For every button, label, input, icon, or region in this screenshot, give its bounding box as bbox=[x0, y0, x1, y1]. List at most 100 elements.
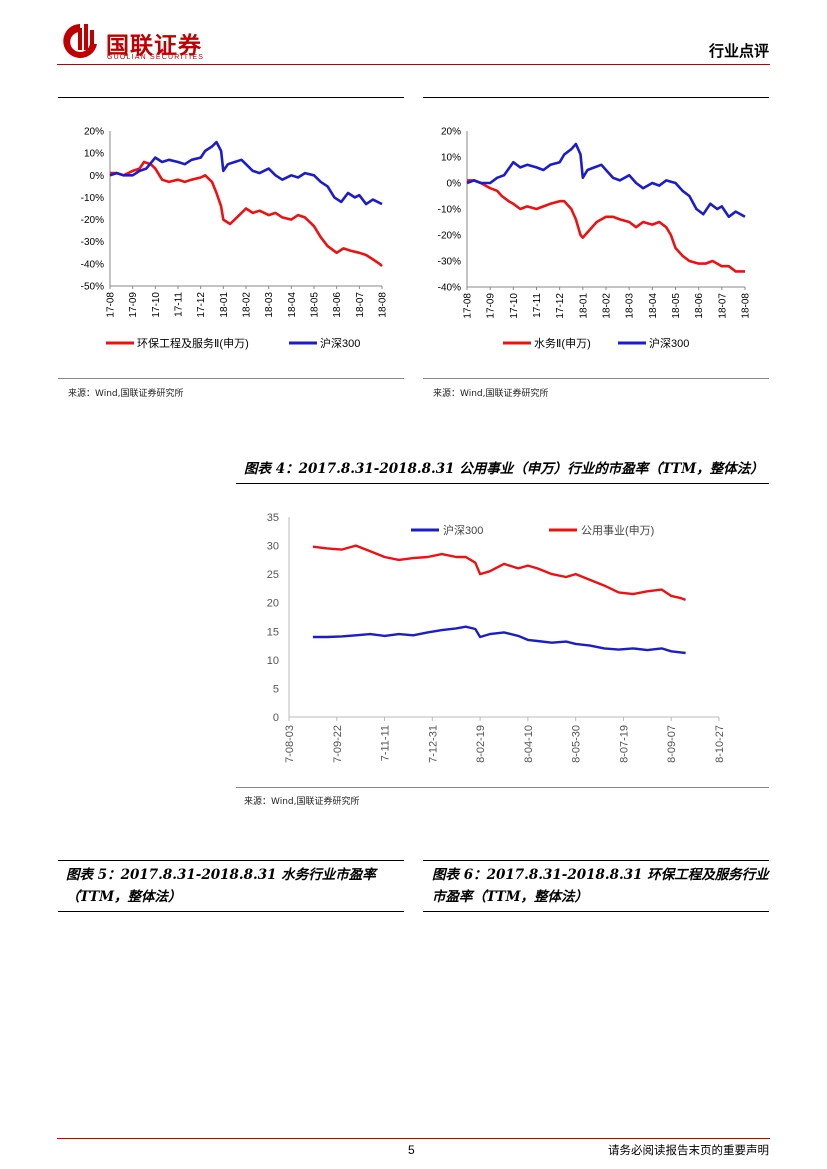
figure4-title: 图表 4：2017.8.31-2018.8.31 公用事业（申万）行业的市盈率（… bbox=[244, 461, 764, 477]
x-tick-label: 18-02 bbox=[242, 292, 253, 318]
figure6-title: 图表 6：2017.8.31-2018.8.31 环保工程及服务行业 市盈率（T… bbox=[432, 864, 770, 908]
chart1-bottom-rule bbox=[58, 378, 404, 379]
source-note-right: 来源：Wind,国联证券研究所 bbox=[433, 389, 549, 399]
series-line-hs300 bbox=[312, 625, 686, 655]
figure5-top-rule bbox=[58, 860, 404, 861]
x-tick-label: 18-07 bbox=[355, 292, 366, 318]
y-tick-label: 0% bbox=[90, 171, 105, 182]
x-tick-label: 8-04-10 bbox=[523, 725, 535, 763]
x-tick-label: 8-05-30 bbox=[571, 725, 583, 763]
legend-label-0: 水务Ⅱ(申万) bbox=[534, 337, 591, 350]
figure6-title-line1: 图表 6：2017.8.31-2018.8.31 环保工程及服务行业 bbox=[432, 867, 769, 883]
x-tick-label: 18-01 bbox=[219, 292, 230, 318]
y-tick-label: 30 bbox=[267, 541, 279, 553]
x-tick-label: 18-05 bbox=[671, 293, 682, 319]
y-tick-label: 20 bbox=[267, 598, 279, 610]
header-rule bbox=[57, 64, 770, 65]
series-line-hs300 bbox=[109, 140, 383, 206]
y-tick-label: 0% bbox=[447, 179, 462, 190]
y-tick-label: -40% bbox=[438, 283, 461, 294]
y-tick-label: -30% bbox=[81, 237, 104, 248]
x-tick-label: 18-04 bbox=[287, 292, 298, 318]
figure5-title-line1: 图表 5：2017.8.31-2018.8.31 水务行业市盈率 bbox=[66, 867, 376, 883]
chart-water-vs-hs300: 20% 10% 0% -10% -20% -30% -40%17-08 17-09 17-10 1… bbox=[438, 127, 752, 351]
y-tick-label: 25 bbox=[267, 569, 279, 581]
x-tick-label: 18-06 bbox=[694, 293, 705, 319]
y-tick-label: -10% bbox=[438, 205, 461, 216]
figure5-title: 图表 5：2017.8.31-2018.8.31 水务行业市盈率 （TTM，整体… bbox=[66, 864, 406, 908]
legend-label-1: 公用事业(申万) bbox=[581, 524, 654, 537]
figure6-top-rule bbox=[423, 860, 769, 861]
series-line-hs300 bbox=[466, 142, 746, 219]
chart-utilities-pe: 35 30 25 20 15 10 5 0 7-08-03 7-09-22 7-11-11 7-12-… bbox=[267, 512, 726, 763]
figure5-bottom-rule bbox=[58, 911, 404, 912]
x-tick-label: 8-10-27 bbox=[714, 725, 726, 763]
y-tick-label: -10% bbox=[81, 193, 104, 204]
legend-label-0: 沪深300 bbox=[443, 523, 483, 537]
y-tick-label: 20% bbox=[441, 127, 461, 138]
y-tick-label: 10% bbox=[441, 153, 461, 164]
figure4-bottom-rule bbox=[236, 787, 769, 788]
logo-mark-icon bbox=[63, 24, 97, 58]
x-tick-label: 7-11-11 bbox=[380, 725, 392, 761]
series-line-sector bbox=[467, 179, 745, 273]
y-tick-label: 5 bbox=[273, 683, 279, 695]
x-tick-label: 18-03 bbox=[264, 292, 275, 318]
y-tick-label: -50% bbox=[81, 282, 104, 293]
legend-label-1: 沪深300 bbox=[649, 336, 689, 350]
figure4-top-rule bbox=[236, 483, 769, 484]
footer-disclaimer: 请务必阅读报告末页的重要声明 bbox=[608, 1143, 769, 1157]
source-note-left: 来源：Wind,国联证券研究所 bbox=[68, 389, 184, 399]
x-tick-label: 7-08-03 bbox=[284, 725, 296, 763]
figure6-title-line2: 市盈率（TTM，整体法） bbox=[432, 889, 589, 905]
x-tick-label: 8-09-07 bbox=[666, 725, 678, 763]
x-tick-label: 18-06 bbox=[332, 292, 343, 318]
x-tick-label: 17-09 bbox=[486, 293, 497, 319]
x-tick-label: 17-12 bbox=[196, 292, 207, 318]
x-tick-label: 18-01 bbox=[578, 293, 589, 319]
chart2-top-rule bbox=[423, 97, 769, 98]
chart1-top-rule bbox=[58, 97, 404, 98]
x-tick-label: 7-12-31 bbox=[427, 725, 439, 763]
chart-environmental-vs-hs300: 20% 10% 0% -10% -20% -30% -40% -50%17-08 17-09 17… bbox=[81, 127, 389, 351]
y-tick-label: -20% bbox=[81, 215, 104, 226]
x-tick-label: 7-09-22 bbox=[332, 725, 344, 763]
x-tick-label: 17-11 bbox=[174, 292, 185, 317]
y-tick-label: -30% bbox=[438, 257, 461, 268]
x-tick-label: 18-07 bbox=[717, 293, 728, 319]
x-tick-label: 17-09 bbox=[128, 292, 139, 318]
x-tick-label: 8-07-19 bbox=[618, 725, 630, 763]
x-tick-label: 18-08 bbox=[378, 292, 389, 318]
x-tick-label: 17-12 bbox=[555, 293, 566, 319]
x-tick-label: 18-05 bbox=[310, 292, 321, 318]
x-tick-label: 18-08 bbox=[741, 293, 752, 319]
x-tick-label: 17-10 bbox=[151, 292, 162, 318]
legend-label-1: 沪深300 bbox=[320, 336, 360, 350]
legend-label-0: 环保工程及服务Ⅱ(申万) bbox=[137, 336, 249, 350]
x-tick-label: 17-08 bbox=[106, 292, 117, 318]
y-tick-label: 0 bbox=[273, 712, 279, 724]
logo: 国联证券 GUOLIAN SECURITIES bbox=[60, 20, 220, 62]
y-tick-label: 20% bbox=[84, 127, 104, 138]
figure5-title-line2: （TTM，整体法） bbox=[66, 889, 182, 905]
x-tick-label: 17-11 bbox=[532, 293, 543, 318]
logo-text-cn: 国联证券 bbox=[106, 33, 202, 59]
figure6-bottom-rule bbox=[423, 911, 769, 912]
footer-rule bbox=[57, 1138, 770, 1139]
x-tick-label: 18-02 bbox=[602, 293, 613, 319]
section-title: 行业点评 bbox=[708, 42, 769, 60]
series-line-sector bbox=[110, 160, 383, 268]
source-note-center: 来源：Wind,国联证券研究所 bbox=[244, 797, 360, 807]
x-tick-label: 18-03 bbox=[625, 293, 636, 319]
x-tick-label: 17-08 bbox=[463, 293, 474, 319]
x-tick-label: 17-10 bbox=[509, 293, 520, 319]
y-tick-label: 10 bbox=[267, 655, 279, 667]
y-tick-label: -20% bbox=[438, 231, 461, 242]
y-tick-label: 10% bbox=[84, 149, 104, 160]
y-tick-label: 15 bbox=[267, 626, 279, 638]
logo-text-en: GUOLIAN SECURITIES bbox=[107, 54, 205, 61]
y-tick-label: -40% bbox=[81, 259, 104, 270]
x-tick-label: 8-02-19 bbox=[475, 725, 487, 763]
series-line-utilities bbox=[312, 544, 687, 602]
x-tick-label: 18-04 bbox=[648, 293, 659, 319]
